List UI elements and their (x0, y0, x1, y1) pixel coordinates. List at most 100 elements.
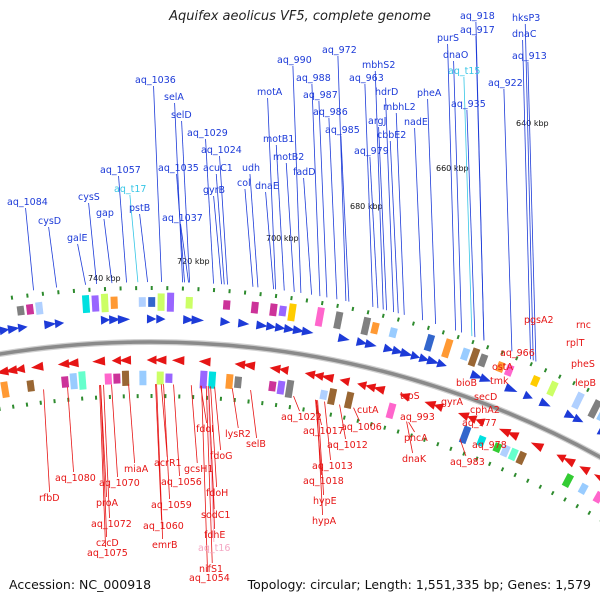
reverse-gene-arrow (242, 361, 256, 371)
forward-gene-cog-block (423, 333, 436, 352)
gene-label-cuta: cutA (357, 405, 379, 416)
forward-gene-cog-block (530, 375, 541, 388)
reverse-gene-cog-block (165, 373, 173, 383)
scale-tick (423, 437, 427, 442)
scale-tick (500, 467, 505, 472)
gene-label-aq-983: aq_983 (450, 457, 485, 468)
reverse-gene-arrow (171, 356, 185, 366)
forward-gene-cog-block (360, 316, 372, 336)
reverse-gene-cog-block (458, 425, 472, 445)
scale-tick (572, 380, 576, 386)
scale-tick (449, 446, 453, 452)
forward-gene-cog-block (35, 301, 44, 315)
forward-gene-arrow (183, 315, 195, 325)
scale-tick (396, 429, 400, 434)
reverse-gene-cog-block (319, 389, 329, 401)
leader-line (475, 35, 485, 341)
leader-line (43, 389, 50, 493)
gene-label-rfbd: rfbD (39, 493, 60, 504)
leader-line (527, 61, 537, 362)
forward-gene-arrow (410, 350, 421, 360)
gene-label-aq-1059: aq_1059 (151, 500, 192, 511)
forward-gene-arrow (237, 318, 250, 328)
reverse-gene-cog-block (113, 373, 121, 384)
genome-backbone (0, 340, 600, 460)
gene-label-secd: secD (474, 392, 497, 403)
reverse-gene-arrow (4, 365, 18, 375)
leader-line (103, 384, 110, 519)
scale-tick (25, 402, 29, 407)
scale-label: 640 kbp (516, 119, 549, 128)
reverse-gene-arrow (530, 442, 545, 452)
reverse-gene-arrow (466, 415, 478, 424)
reverse-gene-arrow (475, 418, 486, 427)
forward-gene-cog-block (250, 301, 259, 314)
gene-label-lepb: lepB (575, 378, 596, 389)
leader-line (128, 384, 135, 464)
leader-line (406, 421, 413, 454)
reverse-gene-cog-block (385, 402, 397, 420)
gene-label-aq-993: aq_993 (400, 412, 435, 423)
forward-gene-arrow (436, 358, 447, 368)
scale-label: 740 kbp (88, 274, 121, 283)
forward-gene-arrow (382, 343, 394, 353)
leader-line (316, 399, 323, 516)
gene-label-aq-977: aq_977 (462, 418, 497, 429)
leader-line (408, 421, 415, 433)
gene-label-aq-1035: aq_1035 (158, 163, 199, 174)
scale-tick (305, 298, 309, 303)
leader-line (77, 243, 86, 285)
forward-gene-arrow (156, 314, 166, 324)
reverse-gene-cog-block (577, 482, 589, 495)
gene-label-mbhs2: mbhS2 (362, 60, 395, 71)
gene-label-gale: galE (67, 233, 88, 244)
reverse-gene-cog-block (233, 376, 243, 389)
forward-gene-arrow (7, 325, 20, 334)
leader-line (385, 97, 394, 313)
gene-label-pgsa2: pgsA2 (524, 315, 554, 326)
gene-label-motb2: motB2 (273, 152, 304, 163)
reverse-gene-cog-block (561, 473, 575, 489)
leader-line (364, 83, 374, 307)
gene-label-hdrd: hdrD (375, 87, 398, 98)
reverse-gene-arrow (498, 428, 512, 438)
gene-label-dnac: dnaC (512, 29, 537, 40)
gene-label-nifs1: nifS1 (199, 564, 223, 575)
reverse-gene-arrow (234, 360, 246, 370)
gene-label-cbbe2: cbbE2 (377, 130, 406, 141)
forward-gene-cog-block (503, 363, 515, 377)
scale-tick (550, 490, 555, 496)
scale-tick (288, 404, 292, 410)
leader-line (205, 138, 214, 284)
forward-gene-cog-block (185, 296, 193, 309)
forward-gene-arrow (391, 345, 404, 355)
gene-label-aq-987: aq_987 (303, 90, 338, 101)
gene-label-aq-t15: aq_t15 (448, 66, 480, 77)
gene-label-aq-917: aq_917 (460, 25, 495, 36)
forward-gene-arrow (220, 317, 231, 327)
leader-line (503, 88, 513, 352)
forward-gene-arrow (426, 355, 440, 365)
genome-summary-text: Topology: circular; Length: 1,551,335 bp… (247, 577, 591, 592)
leader-line (156, 384, 163, 540)
scale-tick (558, 374, 562, 379)
gene-label-cysd: cysD (38, 216, 61, 227)
gene-label-miaa: miaA (124, 464, 149, 475)
forward-gene-arrow (504, 383, 518, 392)
gene-label-pnca: pncA (404, 433, 428, 444)
gene-label-sela: selA (164, 92, 184, 103)
gene-label-aq-1029: aq_1029 (187, 128, 228, 139)
leader-line (389, 140, 399, 314)
reverse-gene-arrow (556, 454, 567, 463)
forward-gene-arrow (478, 373, 492, 382)
forward-gene-arrow (146, 314, 157, 324)
gene-label-aq-985: aq_985 (325, 125, 360, 136)
forward-gene-cog-block (166, 292, 175, 312)
leader-line (337, 55, 347, 302)
leader-line (463, 76, 473, 337)
forward-gene-cog-block (477, 353, 489, 368)
forward-gene-arrow (255, 320, 268, 330)
gene-label-seld: selD (171, 110, 192, 121)
leader-line (524, 23, 534, 361)
gene-label-aq-988: aq_988 (296, 73, 331, 84)
